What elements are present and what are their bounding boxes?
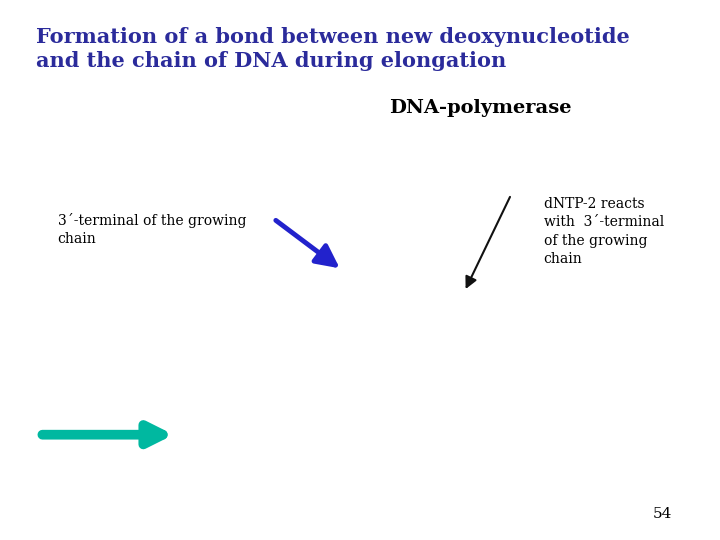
Text: 54: 54 bbox=[653, 507, 672, 521]
Text: Formation of a bond between new deoxynucleotide
and the chain of DNA during elon: Formation of a bond between new deoxynuc… bbox=[36, 27, 630, 71]
Text: 3´-terminal of the growing
chain: 3´-terminal of the growing chain bbox=[58, 213, 246, 246]
Text: dNTP-2 reacts
with  3´-terminal
of the growing
chain: dNTP-2 reacts with 3´-terminal of the gr… bbox=[544, 197, 664, 266]
Text: DNA-polymerase: DNA-polymerase bbox=[389, 99, 571, 117]
